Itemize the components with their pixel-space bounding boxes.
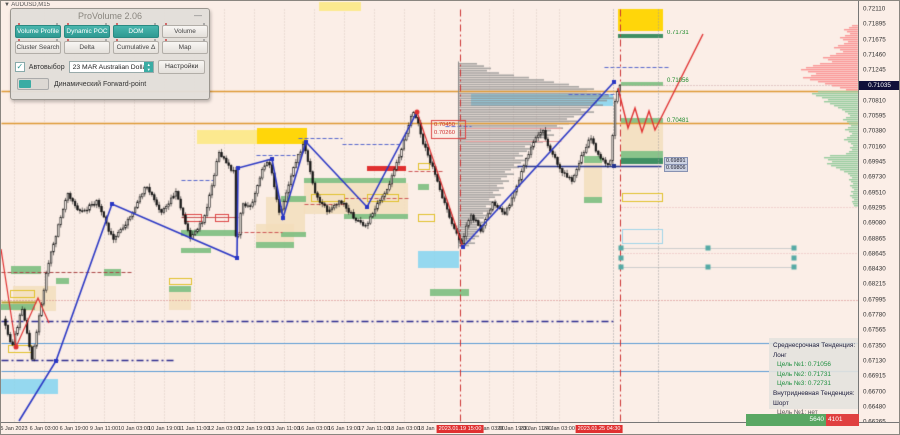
price-level-label: 0.71731	[667, 30, 689, 36]
price-tick: 0.72110	[863, 5, 886, 13]
time-tick: 13 Jan 11:00	[268, 426, 300, 432]
time-tick: 18 Jan 19:00	[418, 426, 450, 432]
price-level-label: 0.70260	[434, 130, 455, 136]
time-tick: 11 Jan 11:00	[178, 426, 210, 432]
time-tick: 16 Jan 19:00	[328, 426, 360, 432]
autoselect-label: Автовыбор	[28, 63, 65, 71]
instrument-value: 23 MAR Australian Dollar	[72, 64, 149, 71]
price-level-label: 0.70481	[667, 118, 689, 124]
dom-button[interactable]: DOM	[113, 23, 159, 38]
time-tick: 18 Jan 03:00	[388, 426, 420, 432]
price-tick: 0.71245	[863, 66, 886, 74]
current-price-box: 0.71035	[859, 81, 899, 90]
price-tick: 0.67780	[863, 311, 886, 319]
time-tick: 20 Jan 03:00	[473, 426, 505, 432]
price-tick: 0.68865	[863, 235, 886, 242]
instrument-select[interactable]: 23 MAR Australian Dollar ▲ ▼	[68, 61, 155, 73]
forward-point-label: Динамический Forward-point	[54, 80, 147, 88]
dynamic-poc-button[interactable]: Dynamic POC	[64, 23, 110, 38]
delta-button[interactable]: Delta	[64, 39, 110, 54]
time-tick: 5 Jan 2023	[0, 426, 28, 432]
price-tick: 0.70595	[863, 112, 886, 120]
volume-profile-button[interactable]: Volume Profile	[15, 23, 61, 38]
price-tick: 0.70380	[863, 127, 886, 135]
short-target1-label: Цель №1: нет	[777, 409, 818, 417]
price-tick: 0.71675	[863, 36, 886, 44]
sell-volume-bar: 4101	[826, 414, 859, 426]
price-tick: 0.68645	[863, 250, 886, 258]
minimize-button[interactable]: —	[194, 11, 202, 20]
price-tick: 0.67995	[863, 296, 886, 304]
price-tick: 0.69730	[863, 173, 886, 181]
time-axis[interactable]: 5 Jan 2023 6 Jan 03:00 6 Jan 19:00 9 Jan 11…	[0, 422, 899, 434]
provolume-title: ProVolume 2.06	[77, 11, 143, 21]
time-tick: 17 Jan 11:00	[358, 426, 390, 432]
price-level-label: 0.69806	[664, 164, 688, 172]
time-tick: 20 Jan 19:00	[497, 426, 529, 432]
time-tick: 23 Jan 11:00	[520, 426, 552, 432]
time-tick: 10 Jan 19:00	[148, 426, 180, 432]
price-tick: 0.68215	[863, 280, 886, 288]
price-tick: 0.69945	[863, 158, 886, 166]
spinner-icon[interactable]: ▲ ▼	[144, 62, 154, 72]
time-tick: 10 Jan 03:00	[118, 426, 150, 432]
price-tick: 0.70160	[863, 143, 886, 151]
provolume-panel: ProVolume 2.06 — Volume Profile Dynamic …	[10, 8, 210, 100]
price-level-label: 0.71056	[667, 78, 689, 84]
target2-label: Цель №2: 0.71731	[777, 370, 831, 378]
time-tick: 12 Jan 19:00	[238, 426, 270, 432]
provolume-row1: Volume Profile Dynamic POC DOM Volume	[11, 23, 209, 39]
cluster-search-button[interactable]: Cluster Search	[15, 39, 61, 54]
time-highlight-badge: 2023.01.19 15:00	[436, 425, 484, 433]
price-tick: 0.66915	[863, 372, 886, 380]
provolume-row4: Динамический Forward-point	[11, 74, 209, 90]
time-tick: 16 Jan 03:00	[298, 426, 330, 432]
time-tick: 6 Jan 19:00	[59, 426, 89, 432]
volume-button[interactable]: Volume	[162, 23, 208, 38]
price-tick: 0.71895	[863, 20, 886, 28]
toggle-knob-icon	[19, 80, 31, 88]
buy-volume-bar: 5640	[746, 414, 826, 426]
target3-label: Цель №3: 0.72731	[777, 380, 831, 388]
price-tick: 0.68430	[863, 265, 886, 273]
price-tick: 0.69295	[863, 204, 886, 212]
price-level-label: 0.70450	[434, 122, 455, 128]
settings-button[interactable]: Настройки	[158, 60, 205, 74]
price-tick: 0.69080	[863, 219, 886, 227]
cumulative-delta-button[interactable]: Cumulative Δ	[113, 39, 159, 54]
intraday-trend-label: Внутридневная Тенденция: Шорт	[773, 389, 855, 407]
price-tick: 0.67565	[863, 326, 886, 334]
price-tick: 0.67130	[863, 357, 886, 365]
provolume-row3: ✓ Автовыбор 23 MAR Australian Dollar ▲ ▼ Н…	[11, 55, 209, 74]
autoselect-checkbox[interactable]: ✓	[15, 62, 25, 72]
time-highlight-badge: 2023.01.25 04:30	[575, 425, 623, 433]
map-button[interactable]: Map	[162, 39, 208, 54]
provolume-row2: Cluster Search Delta Cumulative Δ Map	[11, 39, 209, 55]
time-tick: 6 Jan 03:00	[29, 426, 59, 432]
midterm-trend-label: Среднесрочная Тенденция: Лонг	[773, 342, 856, 359]
time-tick: 12 Jan 03:00	[208, 426, 240, 432]
time-tick: 9 Jan 11:00	[89, 426, 119, 432]
price-tick: 0.67350	[863, 342, 886, 350]
time-tick: 24 Jan 03:00	[543, 426, 575, 432]
price-axis[interactable]: 0.72110 0.71895 0.71675 0.71460 0.71245 0.708…	[858, 1, 899, 426]
price-tick: 0.70810	[863, 97, 886, 105]
price-tick: 0.66480	[863, 403, 886, 411]
forward-point-toggle[interactable]	[17, 78, 49, 90]
price-tick: 0.66700	[863, 388, 886, 395]
price-tick: 0.71460	[863, 51, 886, 59]
target1-label: Цель №1: 0.71056	[777, 361, 831, 369]
trend-legend-panel: Среднесрочная Тенденция: Лонг Цель №1: 0…	[769, 338, 858, 426]
chart-symbol-label: ▼ AUDUSD,M15	[4, 2, 50, 8]
price-tick: 0.69510	[863, 189, 886, 197]
